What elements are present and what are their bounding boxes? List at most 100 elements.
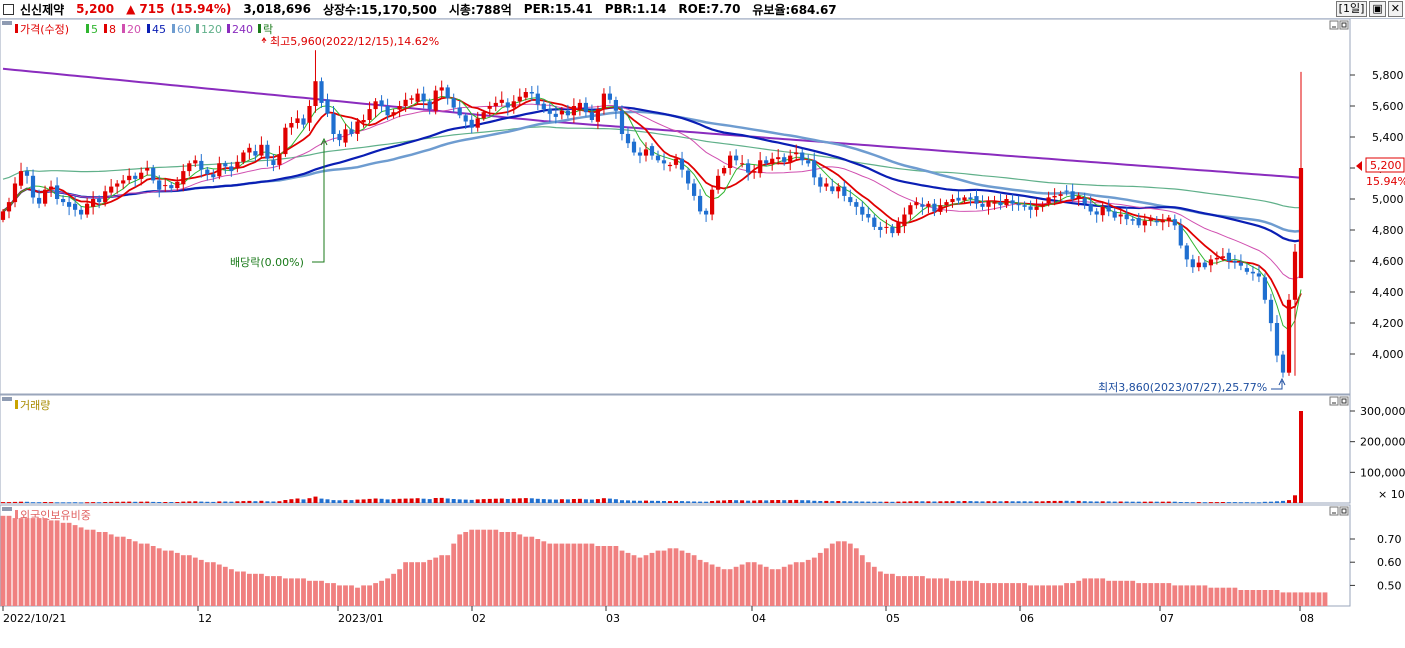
candle-body (6, 202, 12, 212)
volume-bar (103, 502, 108, 503)
volume-bar (824, 500, 829, 503)
volume-panel-menu-icon[interactable] (2, 397, 12, 401)
foreign-ratio-bar (1166, 583, 1172, 606)
candle-body (493, 102, 498, 106)
foreign-tick-label: 0.70 (1377, 533, 1402, 546)
volume-bar (325, 499, 330, 503)
candle-body (607, 93, 612, 100)
price-tick-label: 5,800 (1372, 69, 1404, 82)
foreign-ratio-bar (499, 532, 505, 606)
foreign-ratio-bar (998, 583, 1003, 606)
candle-body (1268, 299, 1274, 324)
candle-body (157, 180, 162, 190)
price-panel-menu-icon[interactable] (2, 21, 12, 25)
foreign-ratio-bar (853, 548, 859, 606)
foreign-ratio-bar (992, 583, 997, 606)
price-panel-controls[interactable] (1329, 20, 1349, 30)
volume-bar (1058, 500, 1063, 503)
candle-body (1196, 262, 1201, 268)
candle-body (523, 92, 528, 98)
candle-body (998, 202, 1003, 206)
foreign-ratio-bar (1076, 580, 1082, 606)
candle-body (151, 168, 156, 181)
volume-tick-label: 300,000 (1360, 405, 1405, 418)
volume-bar (337, 500, 342, 503)
foreign-ratio-bar (481, 529, 487, 606)
candle-body (1160, 220, 1165, 223)
period-button[interactable]: [1일] (1335, 1, 1368, 17)
foreign-ratio-bar (277, 576, 282, 606)
foreign-ratio-bar (914, 576, 919, 606)
foreign-ratio-bar (307, 580, 312, 606)
axes: 5,800 5,600 5,400 5,200 5,000 4,800 4,600 4,400… (2, 69, 1405, 625)
foreign-ratio-bar (1268, 590, 1274, 606)
volume-bar (565, 499, 570, 503)
foreign-ratio-bar (235, 571, 240, 606)
foreign-ratio-bar (775, 569, 781, 606)
foreign-ratio-bar (1286, 592, 1292, 606)
time-tick-label: 03 (606, 612, 620, 625)
time-tick-label: 07 (1160, 612, 1174, 625)
candle-body (43, 189, 48, 204)
candle-body (61, 199, 66, 203)
current-pct-tag-label: 15.94% (1366, 175, 1405, 188)
foreign-ratio-bar (1070, 583, 1075, 606)
foreign-ratio-bar (1196, 585, 1202, 606)
foreign-panel-controls[interactable] (1329, 506, 1349, 516)
candle-body (463, 115, 468, 122)
candle-body (1094, 211, 1099, 215)
candle-body (175, 181, 180, 189)
foreign-ratio-bar (1190, 585, 1196, 606)
volume-bar (1196, 502, 1201, 504)
volume-bar (1106, 501, 1111, 503)
candle-body (421, 93, 426, 102)
foreign-ratio-bar (932, 578, 937, 606)
foreign-ratio-bar (920, 576, 925, 606)
volume-bar (145, 501, 150, 503)
volume-bar (295, 498, 300, 503)
volume-bar (1262, 501, 1267, 503)
volume-bar (1244, 502, 1249, 504)
candle-body (67, 202, 72, 207)
candle-body (1076, 195, 1081, 199)
candle-body (37, 197, 42, 204)
window-restore-icon[interactable]: ▣ (1369, 1, 1386, 17)
candle-body (541, 103, 546, 110)
foreign-ratio-bar (667, 548, 673, 606)
volume-bar (686, 501, 691, 503)
volume-bar (626, 500, 630, 503)
candle-body (890, 226, 895, 234)
volume-bar (193, 501, 198, 503)
foreign-ratio-bar (1202, 585, 1208, 606)
candles (0, 50, 1304, 378)
foreign-ratio-bar (102, 532, 108, 606)
candle-body (217, 163, 222, 177)
foreign-ratio-bar (108, 534, 114, 606)
candle-body (445, 87, 450, 99)
candle-body (1124, 214, 1129, 220)
close-icon[interactable]: ✕ (1387, 1, 1403, 17)
candle-body (1178, 225, 1183, 246)
foreign-ratio-bar (1304, 592, 1310, 606)
foreign-ratio-bar (1082, 578, 1088, 606)
foreign-ratio-bar (12, 518, 18, 606)
volume-bar (944, 501, 949, 503)
volume-bar (535, 498, 540, 503)
volume-bar (19, 501, 23, 503)
candle-body (1106, 206, 1111, 212)
foreign-ratio-bar (30, 518, 36, 606)
foreign-panel-menu-icon[interactable] (2, 507, 12, 511)
stock-name[interactable]: 신신제약 (20, 2, 65, 17)
select-checkbox[interactable] (3, 3, 14, 15)
foreign-ratio-bar (1238, 590, 1244, 606)
foreign-ratio-bar (1058, 585, 1063, 606)
volume-panel-controls[interactable] (1329, 396, 1349, 406)
foreign-ratio-bar (247, 573, 252, 606)
candle-body (55, 185, 60, 199)
candle-body (1004, 199, 1009, 206)
volume-label: 거래량 (20, 399, 50, 412)
volume-bar (595, 499, 600, 503)
high-label: 최고5,960(2022/12/15),14.62% (270, 35, 439, 48)
foreign-ratio-bar (841, 541, 847, 606)
candle-body (1058, 194, 1063, 196)
